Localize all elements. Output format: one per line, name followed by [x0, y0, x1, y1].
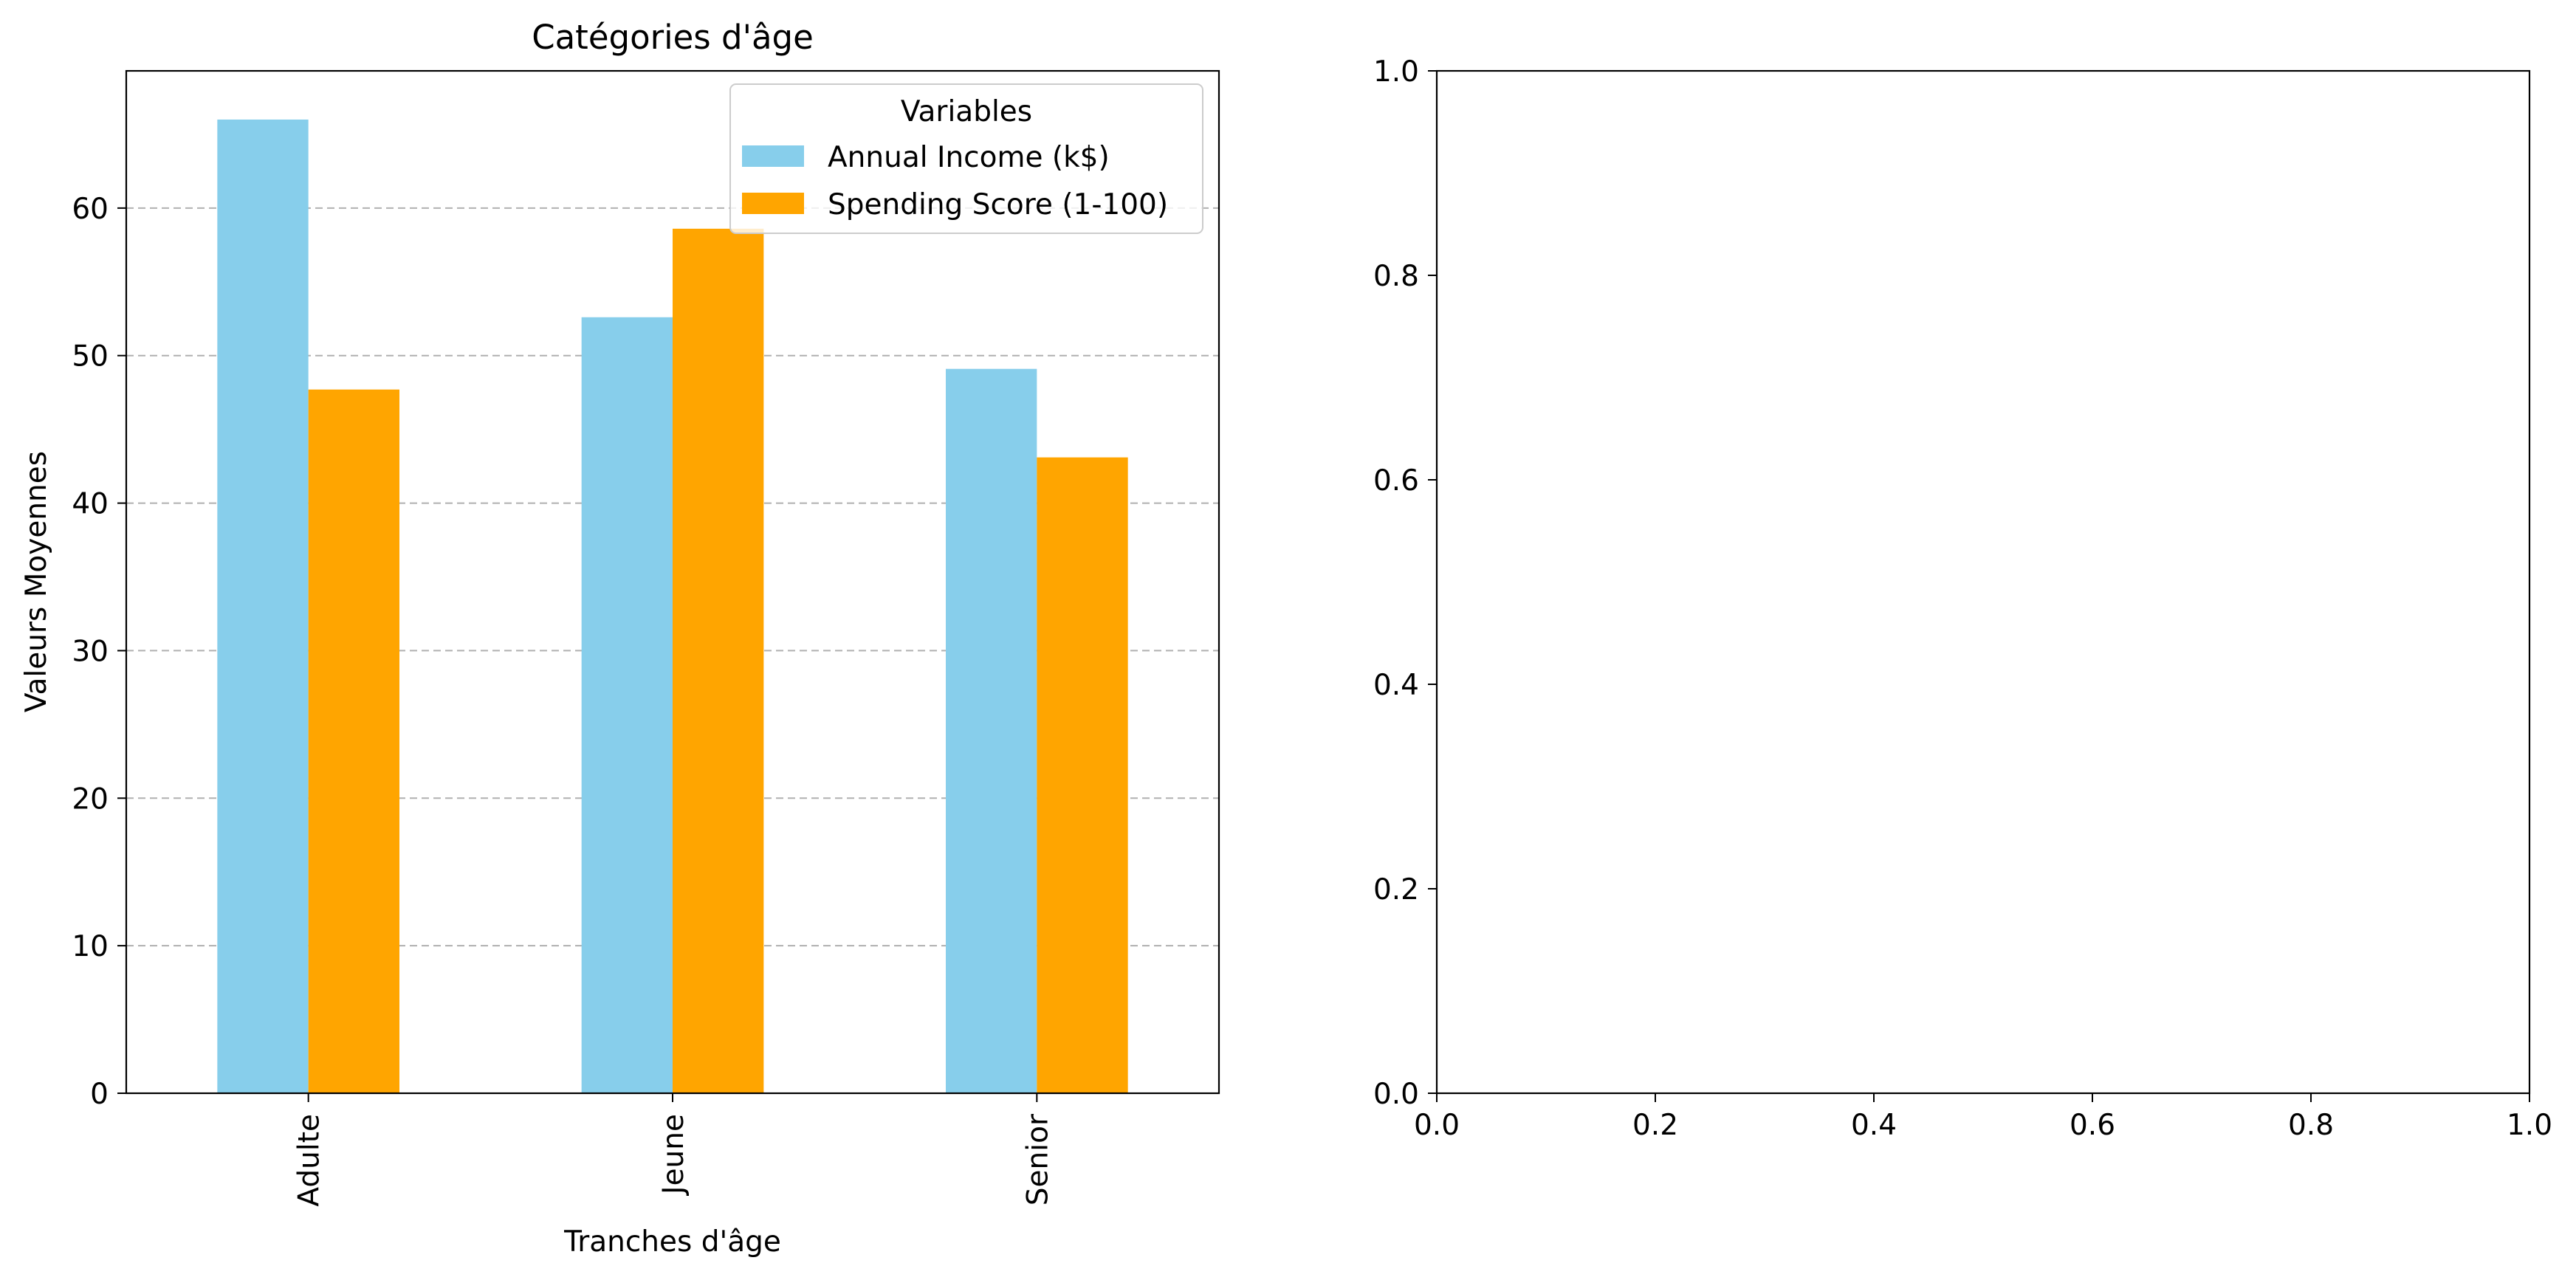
x-tick-label-adulte: Adulte	[293, 1114, 326, 1207]
empty-axes: 0.0 0.2 0.4 0.6 0.8 1.0 0.0 0.2 0.4 0.6 0.8 1.0	[1373, 55, 2552, 1142]
y-tick-label: 30	[72, 635, 109, 668]
y-tick-label: 0.2	[1373, 873, 1419, 906]
y-tick-label: 0	[90, 1078, 109, 1111]
x-tick-label: 0.6	[2070, 1109, 2115, 1142]
bar-senior-annual-income-k	[946, 368, 1037, 1094]
y-tick-label: 1.0	[1373, 55, 1419, 89]
bar-senior-spending-score-1-100	[1037, 457, 1128, 1093]
y-tick-label: 10	[72, 930, 109, 963]
legend-box	[729, 83, 1203, 234]
x-tick-label: 0.4	[1851, 1109, 1897, 1142]
x-tick-label: 0.2	[1632, 1109, 1678, 1142]
legend-swatch-spending-score	[742, 193, 804, 214]
x-axis-label: Tranches d'âge	[563, 1225, 781, 1259]
y-tick-label: 20	[72, 782, 109, 816]
bar-jeune-spending-score-1-100	[673, 228, 764, 1094]
y-axis-label: Valeurs Moyennes	[20, 451, 53, 712]
x-tick-label: 1.0	[2507, 1109, 2552, 1142]
y-tick-label: 0.4	[1373, 669, 1419, 702]
legend-swatch-annual-income	[742, 145, 804, 167]
bar-adulte-annual-income-k	[217, 119, 309, 1093]
x-axis-ticks: 0.0 0.2 0.4 0.6 0.8 1.0	[1414, 1093, 2552, 1142]
bar-adulte-spending-score-1-100	[308, 389, 399, 1093]
legend-label-annual-income: Annual Income (k$)	[828, 141, 1110, 174]
y-tick-label: 40	[72, 488, 109, 521]
y-tick-label: 0.0	[1373, 1078, 1419, 1111]
y-axis-ticks: 0.0 0.2 0.4 0.6 0.8 1.0	[1373, 55, 1437, 1111]
plot-frame	[1435, 69, 2531, 1095]
bar-jeune-annual-income-k	[581, 317, 673, 1093]
legend-label-spending-score: Spending Score (1-100)	[828, 188, 1168, 221]
bar-chart-age-categories: 0 10 20 30 40 50 60 Adulte Jeune Senior Catégori…	[20, 18, 1220, 1259]
chart-title: Catégories d'âge	[532, 18, 814, 57]
y-tick-label: 50	[72, 340, 109, 374]
bars	[217, 119, 1128, 1094]
y-tick-label: 0.8	[1373, 260, 1419, 293]
legend-title: Variables	[901, 95, 1032, 128]
legend: Variables Annual Income (k$) Spending Sc…	[729, 83, 1203, 234]
x-tick-label: 0.8	[2288, 1109, 2334, 1142]
x-tick-label-jeune: Jeune	[657, 1114, 690, 1197]
x-axis-ticks: Adulte Jeune Senior	[293, 1093, 1054, 1207]
x-tick-label: 0.0	[1414, 1109, 1460, 1142]
y-tick-label: 0.6	[1373, 464, 1419, 498]
y-tick-label: 60	[72, 193, 109, 226]
x-tick-label-senior: Senior	[1021, 1113, 1054, 1205]
y-axis-ticks: 0 10 20 30 40 50 60	[72, 193, 126, 1111]
